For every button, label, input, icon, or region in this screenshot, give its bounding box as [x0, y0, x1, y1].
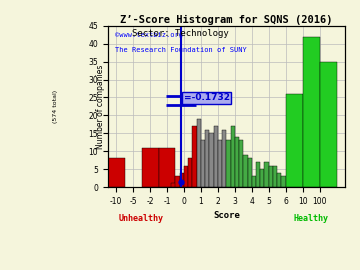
- Text: ©www.textbiz.org: ©www.textbiz.org: [115, 32, 183, 38]
- Bar: [303, 36, 320, 187]
- Title: Z’-Score Histogram for SQNS (2016): Z’-Score Histogram for SQNS (2016): [120, 15, 333, 25]
- Text: Sector: Technology: Sector: Technology: [132, 29, 228, 38]
- Bar: [201, 140, 205, 187]
- Text: The Research Foundation of SUNY: The Research Foundation of SUNY: [115, 47, 247, 53]
- Bar: [273, 166, 277, 187]
- Bar: [210, 133, 213, 187]
- Bar: [256, 162, 260, 187]
- Y-axis label: Number of companies: Number of companies: [96, 64, 105, 148]
- Text: =-0.1732: =-0.1732: [184, 93, 230, 102]
- Bar: [180, 184, 188, 187]
- Bar: [320, 62, 337, 187]
- Bar: [158, 148, 175, 187]
- Bar: [239, 140, 243, 187]
- Bar: [175, 176, 180, 187]
- Bar: [235, 137, 239, 187]
- Bar: [277, 173, 282, 187]
- Bar: [269, 166, 273, 187]
- Bar: [205, 130, 210, 187]
- Bar: [282, 176, 286, 187]
- Bar: [243, 155, 248, 187]
- Bar: [265, 162, 269, 187]
- Text: (574 total): (574 total): [53, 90, 58, 123]
- Bar: [260, 169, 265, 187]
- Bar: [213, 126, 218, 187]
- Bar: [171, 184, 180, 187]
- Bar: [91, 151, 108, 187]
- Bar: [141, 148, 158, 187]
- Bar: [248, 158, 252, 187]
- Bar: [108, 158, 125, 187]
- Bar: [230, 126, 235, 187]
- Bar: [193, 126, 197, 187]
- Text: Healthy: Healthy: [294, 214, 329, 223]
- Bar: [222, 130, 226, 187]
- Bar: [197, 119, 201, 187]
- X-axis label: Score: Score: [213, 211, 240, 220]
- Bar: [184, 166, 188, 187]
- Bar: [180, 173, 184, 187]
- Text: Unhealthy: Unhealthy: [119, 214, 164, 223]
- Bar: [188, 158, 193, 187]
- Bar: [226, 140, 230, 187]
- Bar: [286, 94, 303, 187]
- Bar: [218, 140, 222, 187]
- Bar: [252, 176, 256, 187]
